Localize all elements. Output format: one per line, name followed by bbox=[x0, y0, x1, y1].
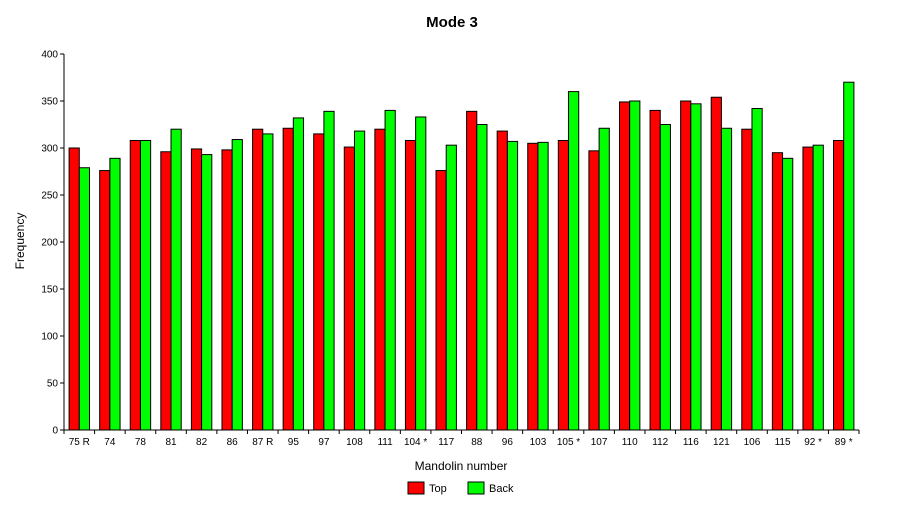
bar-back-10 bbox=[384, 109, 396, 431]
x-tick-label: 108 bbox=[346, 437, 363, 448]
x-tick-label: 117 bbox=[438, 437, 454, 448]
bar-top-0 bbox=[68, 147, 80, 431]
legend-label-top: Top bbox=[429, 483, 447, 495]
bar-back-22 bbox=[751, 108, 763, 431]
x-tick-label: 86 bbox=[227, 437, 239, 448]
bar-back-19 bbox=[659, 124, 671, 431]
bar-back-25 bbox=[843, 81, 855, 431]
bar-back-13 bbox=[476, 124, 488, 431]
bar-back-3 bbox=[170, 128, 182, 431]
bar-top-22 bbox=[741, 128, 753, 431]
bar-top-25 bbox=[833, 139, 845, 431]
y-tick-label: 50 bbox=[47, 379, 59, 390]
x-tick-label: 115 bbox=[775, 437, 791, 448]
bar-top-7 bbox=[282, 127, 294, 431]
bar-top-18 bbox=[618, 101, 631, 431]
bar-top-8 bbox=[313, 133, 325, 431]
bar-back-8 bbox=[323, 110, 335, 431]
legend-swatch-top bbox=[407, 481, 425, 495]
legend: Top Back bbox=[407, 481, 514, 495]
bar-top-4 bbox=[190, 148, 203, 431]
y-tick-label: 100 bbox=[41, 332, 58, 343]
bar-top-10 bbox=[374, 128, 386, 431]
x-tick-label: 78 bbox=[135, 437, 147, 448]
bar-top-19 bbox=[649, 109, 661, 431]
bar-top-17 bbox=[588, 150, 600, 431]
x-tick-label: 87 R bbox=[252, 437, 273, 448]
x-tick-label: 121 bbox=[713, 437, 730, 448]
x-tick-label: 82 bbox=[196, 437, 208, 448]
bar-back-2 bbox=[139, 139, 152, 431]
y-tick-label: 400 bbox=[41, 50, 58, 61]
bar-top-3 bbox=[160, 151, 172, 431]
bar-back-5 bbox=[231, 139, 243, 431]
x-tick-label: 116 bbox=[683, 437, 699, 448]
x-tick-label: 104 * bbox=[404, 437, 427, 448]
bar-top-12 bbox=[435, 170, 447, 431]
x-tick-label: 111 bbox=[377, 437, 393, 448]
bar-back-24 bbox=[812, 144, 824, 431]
bar-back-18 bbox=[629, 100, 641, 431]
x-axis-label: Mandolin number bbox=[415, 459, 508, 473]
bar-top-23 bbox=[771, 152, 784, 431]
x-tick-label: 92 * bbox=[804, 437, 822, 448]
bar-back-7 bbox=[292, 117, 305, 431]
x-tick-label: 75 R bbox=[69, 437, 90, 448]
x-tick-label: 110 bbox=[622, 437, 638, 448]
y-tick-label: 300 bbox=[41, 144, 58, 155]
x-tick-label: 112 bbox=[652, 437, 668, 448]
bar-top-16 bbox=[557, 139, 570, 431]
bar-top-24 bbox=[802, 146, 814, 431]
bar-top-1 bbox=[99, 170, 111, 431]
x-tick-label: 89 * bbox=[835, 437, 853, 448]
bar-back-16 bbox=[568, 91, 580, 431]
x-tick-label: 81 bbox=[165, 437, 177, 448]
x-tick-label: 107 bbox=[591, 437, 608, 448]
legend-label-back: Back bbox=[489, 483, 514, 495]
legend-swatch-back bbox=[467, 481, 485, 495]
y-tick-label: 350 bbox=[41, 97, 58, 108]
bar-back-15 bbox=[537, 141, 549, 431]
bar-back-14 bbox=[506, 140, 519, 431]
x-tick-label: 103 bbox=[530, 437, 547, 448]
bar-back-21 bbox=[720, 127, 733, 431]
x-tick-label: 74 bbox=[104, 437, 116, 448]
chart-title: Mode 3 bbox=[426, 14, 478, 31]
bar-top-9 bbox=[343, 146, 355, 431]
x-tick-label: 95 bbox=[288, 437, 300, 448]
x-tick-label: 88 bbox=[471, 437, 483, 448]
bar-back-11 bbox=[415, 116, 427, 431]
x-tick-label: 97 bbox=[318, 437, 330, 448]
x-tick-label: 106 bbox=[744, 437, 761, 448]
bar-back-12 bbox=[445, 144, 457, 431]
x-tick-label: 96 bbox=[502, 437, 514, 448]
y-tick-label: 0 bbox=[52, 426, 58, 437]
bar-top-14 bbox=[496, 130, 508, 431]
plot-area: 0 50 100 150 200 250 300 350 400 75 R 74 78 81 82 86 87… bbox=[41, 50, 860, 448]
y-tick-label: 150 bbox=[41, 285, 58, 296]
bar-back-1 bbox=[109, 157, 121, 431]
bar-back-4 bbox=[201, 154, 213, 431]
y-tick-label: 250 bbox=[41, 191, 58, 202]
y-tick-label: 200 bbox=[41, 238, 58, 249]
bar-top-5 bbox=[221, 149, 233, 431]
bar-top-13 bbox=[466, 110, 478, 431]
bar-back-0 bbox=[78, 167, 90, 431]
bar-back-9 bbox=[353, 130, 366, 431]
bar-top-20 bbox=[680, 100, 692, 431]
bar-top-2 bbox=[129, 139, 141, 431]
bar-back-17 bbox=[598, 127, 610, 431]
y-axis-label: Frequency bbox=[13, 213, 27, 270]
bar-top-15 bbox=[527, 142, 539, 431]
bar-top-6 bbox=[252, 128, 264, 431]
bar-top-11 bbox=[404, 139, 417, 431]
bar-back-23 bbox=[782, 157, 794, 431]
bar-top-21 bbox=[710, 96, 722, 431]
x-tick-label: 105 * bbox=[557, 437, 580, 448]
bar-back-20 bbox=[690, 103, 702, 431]
bar-back-6 bbox=[262, 133, 274, 431]
